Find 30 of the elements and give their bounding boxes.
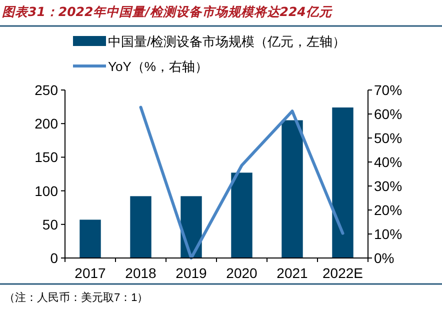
legend-label: 中国量/检测设备市场规模（亿元，左轴） (108, 34, 346, 49)
line-series (139, 106, 344, 260)
x-tick-label: 2017 (74, 265, 106, 281)
y2-tick-label: 20% (374, 202, 402, 218)
y-tick-label: 250 (34, 82, 58, 98)
x-tick-label: 2018 (125, 265, 157, 281)
legend-label: YoY（%，右轴） (108, 59, 208, 74)
y-tick-label: 200 (34, 116, 58, 132)
bar (282, 120, 303, 258)
bar (231, 172, 252, 258)
bar (332, 107, 354, 258)
y2-tick-label: 70% (374, 82, 402, 98)
y-tick-label: 50 (42, 216, 58, 232)
x-tick-label: 2022E (322, 265, 363, 281)
y2-tick-label: 10% (374, 226, 402, 242)
text: （注：人民币：美元取7：1） (4, 291, 148, 304)
y2-tick-label: 40% (374, 154, 402, 170)
y2-tick-label: 30% (374, 178, 402, 194)
y-tick-label: 100 (34, 182, 58, 199)
x-tick-label: 2021 (276, 265, 308, 281)
y-tick-label: 150 (34, 149, 58, 166)
y2-tick-label: 0% (374, 250, 394, 266)
bar (80, 220, 101, 258)
y2-tick-label: 50% (374, 130, 402, 146)
y2-tick-label: 60% (374, 106, 402, 122)
x-tick-label: 2019 (176, 265, 208, 281)
y-tick-label: 0 (50, 250, 58, 266)
chart-title: 图表31：2022年中国量/检测设备市场规模将达224亿元 (2, 4, 333, 19)
x-tick-label: 2020 (226, 265, 258, 281)
bar (130, 196, 152, 258)
